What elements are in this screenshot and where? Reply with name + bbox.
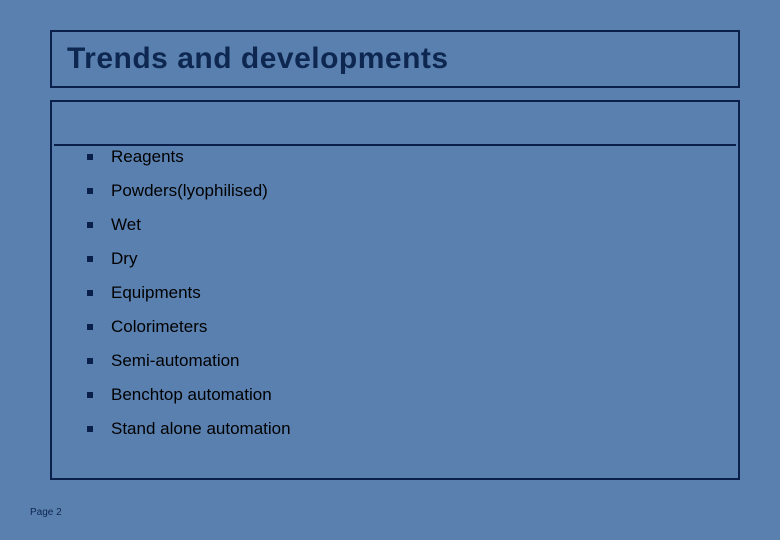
- list-item: Semi-automation: [87, 351, 738, 371]
- list-item-label: Dry: [111, 249, 137, 269]
- bullet-icon: [87, 392, 93, 398]
- list-item-label: Wet: [111, 215, 141, 235]
- list-item: Dry: [87, 249, 738, 269]
- bullet-icon: [87, 358, 93, 364]
- bullet-icon: [87, 154, 93, 160]
- list-item: Benchtop automation: [87, 385, 738, 405]
- list-item: Wet: [87, 215, 738, 235]
- list-item: Stand alone automation: [87, 419, 738, 439]
- bullet-icon: [87, 290, 93, 296]
- divider-line: [54, 144, 736, 146]
- content-box: Reagents Powders(lyophilised) Wet Dry Eq…: [50, 100, 740, 480]
- slide-title: Trends and developments: [67, 42, 723, 76]
- list-item: Colorimeters: [87, 317, 738, 337]
- bullet-icon: [87, 256, 93, 262]
- list-item: Reagents: [87, 147, 738, 167]
- page-number: Page 2: [30, 507, 62, 518]
- bullet-icon: [87, 426, 93, 432]
- list-item: Powders(lyophilised): [87, 181, 738, 201]
- bullet-icon: [87, 324, 93, 330]
- list-item-label: Stand alone automation: [111, 419, 291, 439]
- bullet-list: Reagents Powders(lyophilised) Wet Dry Eq…: [87, 147, 738, 439]
- list-item-label: Semi-automation: [111, 351, 240, 371]
- title-box: Trends and developments: [50, 30, 740, 88]
- bullet-icon: [87, 222, 93, 228]
- list-item-label: Reagents: [111, 147, 184, 167]
- list-item-label: Powders(lyophilised): [111, 181, 268, 201]
- bullet-icon: [87, 188, 93, 194]
- list-item-label: Benchtop automation: [111, 385, 272, 405]
- list-item-label: Colorimeters: [111, 317, 207, 337]
- list-item-label: Equipments: [111, 283, 201, 303]
- list-item: Equipments: [87, 283, 738, 303]
